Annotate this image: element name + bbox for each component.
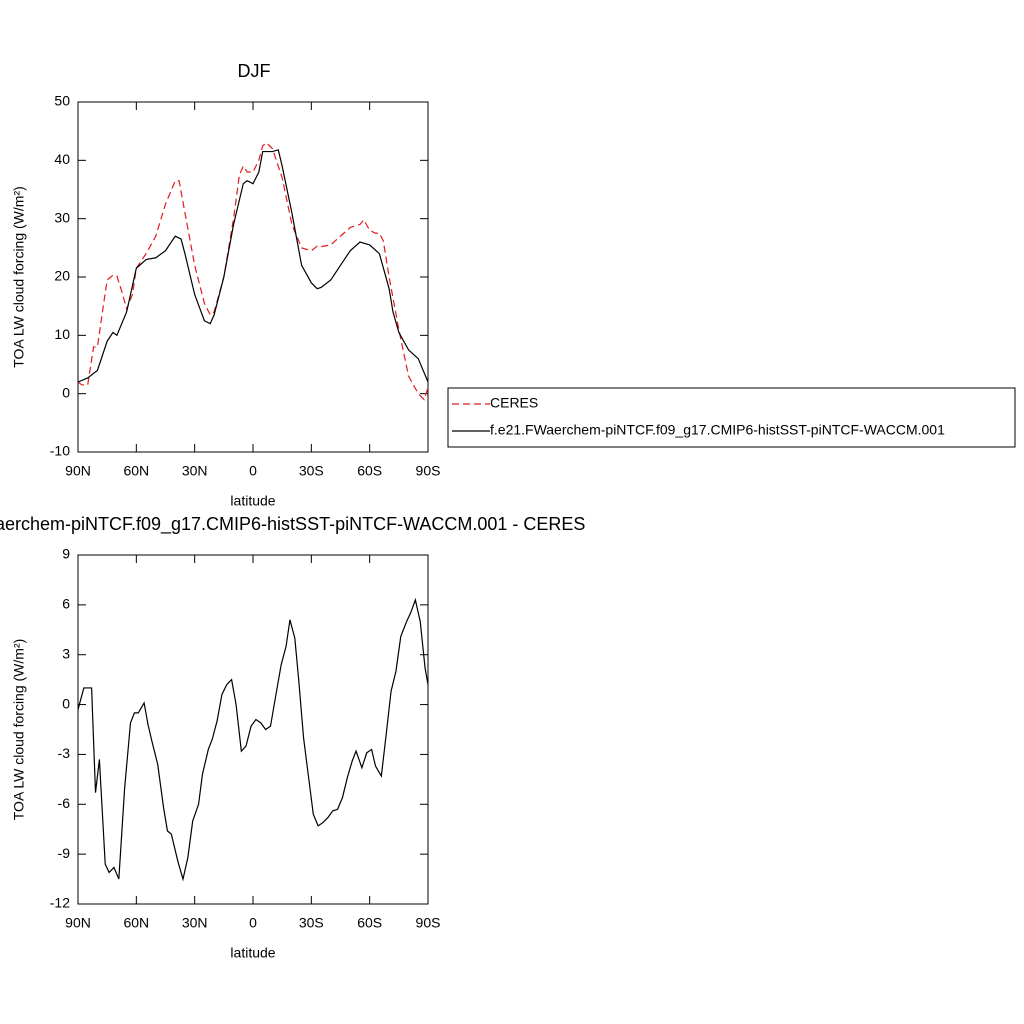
x-tick-label: 0 — [249, 915, 257, 931]
y-tick-label: -6 — [58, 795, 71, 811]
x-axis-label: latitude — [230, 945, 275, 961]
x-tick-label: 30N — [182, 915, 208, 931]
chart-title: f.e21.FWaerchem-piNTCF.f09_g17.CMIP6-his… — [0, 514, 585, 535]
y-tick-label: 10 — [54, 326, 70, 342]
y-tick-label: 20 — [54, 268, 70, 284]
y-tick-label: 9 — [62, 546, 70, 562]
x-tick-label: 90N — [65, 915, 91, 931]
y-axis-label: TOA LW cloud forcing (W/m²) — [11, 186, 27, 368]
y-tick-label: -12 — [50, 895, 70, 911]
x-tick-label: 30S — [299, 463, 324, 479]
y-tick-label: -10 — [50, 443, 70, 459]
x-tick-label: 30N — [182, 463, 208, 479]
chart-title: DJF — [238, 61, 271, 81]
data-line — [77, 597, 429, 882]
y-tick-label: 0 — [62, 695, 70, 711]
y-tick-label: 30 — [54, 209, 70, 225]
x-tick-label: 90S — [416, 463, 441, 479]
y-axis-label: TOA LW cloud forcing (W/m²) — [11, 639, 27, 821]
y-tick-label: 40 — [54, 151, 70, 167]
x-tick-label: 30S — [299, 915, 324, 931]
x-axis-label: latitude — [230, 493, 275, 509]
x-tick-label: 60N — [123, 463, 149, 479]
x-tick-label: 60N — [123, 915, 149, 931]
legend-label: CERES — [490, 395, 538, 411]
y-tick-label: -3 — [58, 745, 71, 761]
legend-label: f.e21.FWaerchem-piNTCF.f09_g17.CMIP6-his… — [490, 422, 945, 438]
y-tick-label: 6 — [62, 596, 70, 612]
y-tick-label: -9 — [58, 845, 71, 861]
y-tick-label: 0 — [62, 384, 70, 400]
x-tick-label: 60S — [357, 915, 382, 931]
y-tick-label: 3 — [62, 645, 70, 661]
legend-box — [447, 387, 1016, 448]
plot-frame — [77, 101, 429, 453]
x-tick-label: 90N — [65, 463, 91, 479]
x-tick-label: 60S — [357, 463, 382, 479]
x-tick-label: 0 — [249, 463, 257, 479]
y-tick-label: 50 — [54, 93, 70, 109]
x-tick-label: 90S — [416, 915, 441, 931]
data-line — [77, 149, 429, 383]
data-line — [77, 142, 429, 401]
